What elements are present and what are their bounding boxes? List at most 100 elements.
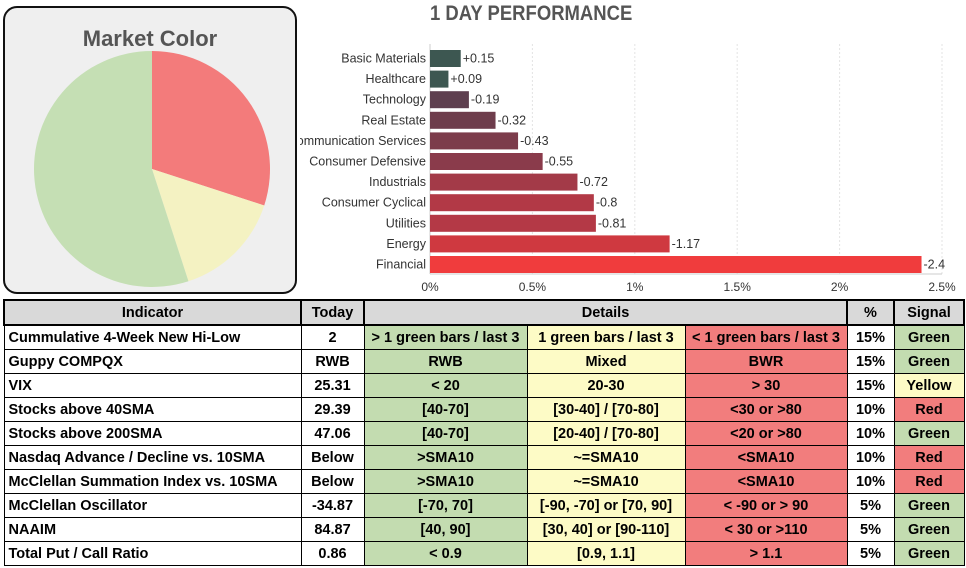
bar xyxy=(430,71,448,88)
row-signal: Green xyxy=(894,325,964,350)
table-row: McClellan Summation Index vs. 10SMA Below… xyxy=(4,470,964,494)
bar xyxy=(430,235,670,252)
row-indicator: NAAIM xyxy=(4,518,301,542)
row-today: RWB xyxy=(301,350,364,374)
x-tick-label: 2.5% xyxy=(928,280,956,294)
data-label: -1.17 xyxy=(672,237,701,251)
bar xyxy=(430,153,543,170)
row-detail-green: < 0.9 xyxy=(364,542,527,566)
table-row: McClellan Oscillator -34.87 [-70, 70] [-90,… xyxy=(4,494,964,518)
row-today: 2 xyxy=(301,325,364,350)
table-row: VIX 25.31 < 20 20-30 > 30 15% Yellow xyxy=(4,374,964,398)
row-detail-yellow: [20-40] / [70-80] xyxy=(527,422,685,446)
row-signal: Red xyxy=(894,446,964,470)
row-detail-green: >SMA10 xyxy=(364,470,527,494)
row-detail-red: < -90 or > 90 xyxy=(685,494,847,518)
row-signal: Green xyxy=(894,350,964,374)
row-weight: 15% xyxy=(847,325,894,350)
bar xyxy=(430,215,596,232)
row-weight: 10% xyxy=(847,398,894,422)
bar xyxy=(430,174,577,191)
x-tick-label: 0.5% xyxy=(519,280,547,294)
table-row: Stocks above 200SMA 47.06 [40-70] [20-40] /… xyxy=(4,422,964,446)
row-detail-green: [40-70] xyxy=(364,422,527,446)
row-detail-green: < 20 xyxy=(364,374,527,398)
bar xyxy=(430,50,461,67)
row-detail-green: > 1 green bars / last 3 xyxy=(364,325,527,350)
row-detail-green: [40, 90] xyxy=(364,518,527,542)
table-row: Total Put / Call Ratio 0.86 < 0.9 [0.9, 1.1… xyxy=(4,542,964,566)
row-today: 84.87 xyxy=(301,518,364,542)
table-row: Guppy COMPQX RWB RWB Mixed BWR 15% Green xyxy=(4,350,964,374)
row-signal: Yellow xyxy=(894,374,964,398)
bar xyxy=(430,256,922,273)
row-today: Below xyxy=(301,470,364,494)
row-indicator: Cummulative 4-Week New Hi-Low xyxy=(4,325,301,350)
data-label: -0.32 xyxy=(498,113,527,127)
row-indicator: Stocks above 200SMA xyxy=(4,422,301,446)
row-indicator: Nasdaq Advance / Decline vs. 10SMA xyxy=(4,446,301,470)
row-detail-red: < 30 or >110 xyxy=(685,518,847,542)
row-weight: 5% xyxy=(847,494,894,518)
y-tick-label: Utilities xyxy=(386,216,426,230)
row-signal: Red xyxy=(894,470,964,494)
header-signal: Signal xyxy=(894,300,964,325)
y-tick-label: Healthcare xyxy=(366,72,426,86)
data-label: -0.8 xyxy=(596,196,618,210)
y-tick-label: Communication Services xyxy=(300,134,426,148)
row-detail-red: <20 or >80 xyxy=(685,422,847,446)
header-details: Details xyxy=(364,300,847,325)
row-weight: 5% xyxy=(847,542,894,566)
bar xyxy=(430,91,469,108)
row-indicator: Guppy COMPQX xyxy=(4,350,301,374)
x-tick-label: 1% xyxy=(626,280,644,294)
data-label: -0.19 xyxy=(471,93,500,107)
row-detail-yellow: [0.9, 1.1] xyxy=(527,542,685,566)
table-body: Cummulative 4-Week New Hi-Low 2 > 1 green … xyxy=(4,325,964,566)
row-indicator: Stocks above 40SMA xyxy=(4,398,301,422)
x-tick-label: 2% xyxy=(831,280,849,294)
chart-title: 1 DAY PERFORMANCE xyxy=(430,2,632,26)
row-today: 29.39 xyxy=(301,398,364,422)
header-indicator: Indicator xyxy=(4,300,301,325)
row-detail-yellow: [30-40] / [70-80] xyxy=(527,398,685,422)
y-tick-label: Consumer Defensive xyxy=(309,155,426,169)
row-detail-red: > 1.1 xyxy=(685,542,847,566)
data-label: -0.43 xyxy=(520,134,549,148)
row-weight: 15% xyxy=(847,350,894,374)
row-detail-green: [40-70] xyxy=(364,398,527,422)
row-detail-red: <SMA10 xyxy=(685,470,847,494)
row-weight: 10% xyxy=(847,446,894,470)
row-detail-red: BWR xyxy=(685,350,847,374)
row-signal: Green xyxy=(894,422,964,446)
data-label: -2.4 xyxy=(924,258,946,272)
row-indicator: VIX xyxy=(4,374,301,398)
table-row: Nasdaq Advance / Decline vs. 10SMA Below >… xyxy=(4,446,964,470)
market-color-title: Market Color xyxy=(5,26,295,52)
row-detail-yellow: [30, 40] or [90-110] xyxy=(527,518,685,542)
row-indicator: Total Put / Call Ratio xyxy=(4,542,301,566)
data-label: -0.55 xyxy=(545,155,574,169)
bar xyxy=(430,132,518,149)
indicator-table: Indicator Today Details % Signal Cummula… xyxy=(3,299,965,566)
header-today: Today xyxy=(301,300,364,325)
bar xyxy=(430,112,496,129)
row-detail-yellow: ~=SMA10 xyxy=(527,470,685,494)
row-today: 47.06 xyxy=(301,422,364,446)
row-detail-yellow: 20-30 xyxy=(527,374,685,398)
bar xyxy=(430,194,594,211)
x-tick-label: 1.5% xyxy=(724,280,752,294)
y-tick-label: Financial xyxy=(376,258,426,272)
table-row: Cummulative 4-Week New Hi-Low 2 > 1 green … xyxy=(4,325,964,350)
performance-bar-chart: 0% 0.5% 1% 1.5% 2% 2.5% Basic Materials +0.15 He… xyxy=(300,40,960,296)
row-detail-yellow: ~=SMA10 xyxy=(527,446,685,470)
row-today: -34.87 xyxy=(301,494,364,518)
row-weight: 10% xyxy=(847,422,894,446)
market-color-panel: Market Color xyxy=(3,6,297,294)
row-indicator: McClellan Summation Index vs. 10SMA xyxy=(4,470,301,494)
row-indicator: McClellan Oscillator xyxy=(4,494,301,518)
row-detail-red: <SMA10 xyxy=(685,446,847,470)
row-signal: Red xyxy=(894,398,964,422)
row-today: Below xyxy=(301,446,364,470)
row-signal: Green xyxy=(894,494,964,518)
